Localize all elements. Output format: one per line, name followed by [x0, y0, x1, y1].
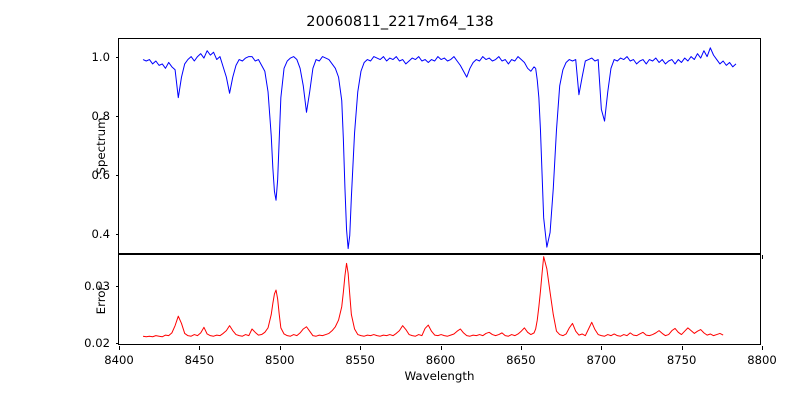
y-tick-mark: [116, 175, 120, 176]
x-tick-mark: [360, 346, 361, 350]
x-tick-mark: [682, 346, 683, 350]
x-tick-label: 8400: [104, 353, 134, 367]
x-tick-mark: [441, 346, 442, 350]
x-tick-mark: [762, 346, 763, 350]
y-tick-mark: [116, 343, 120, 344]
y-tick-mark: [116, 57, 120, 58]
x-tick-label: 8450: [185, 353, 215, 367]
x-tick-label: 8700: [586, 353, 616, 367]
y-tick-label: 1.0: [92, 50, 110, 64]
x-tick-mark: [521, 346, 522, 350]
x-tick-label: 8800: [747, 353, 777, 367]
x-tick-mark: [280, 346, 281, 350]
y-tick-mark: [116, 116, 120, 117]
figure-canvas: 20060811_2217m64_138 0.40.60.81.0 Spectr…: [0, 0, 800, 400]
spectrum-axis-label: Spectrum: [94, 117, 108, 174]
x-tick-mark: [762, 255, 763, 259]
x-tick-label: 8550: [345, 353, 375, 367]
y-tick-mark: [116, 234, 120, 235]
error-axis-label: Error: [94, 285, 108, 314]
error-line-series: [119, 255, 760, 344]
x-tick-label: 8500: [265, 353, 295, 367]
x-tick-label: 8650: [506, 353, 536, 367]
x-tick-mark: [119, 346, 120, 350]
error-panel: 0.020.03 8400845085008550860086508700875…: [118, 254, 761, 345]
y-tick-label: 0.4: [92, 227, 110, 241]
x-axis-label: Wavelength: [118, 369, 761, 383]
x-tick-label: 8750: [667, 353, 697, 367]
spectrum-panel: 0.40.60.81.0 Spectrum: [118, 38, 761, 254]
figure-title: 20060811_2217m64_138: [0, 14, 800, 30]
x-tick-mark: [601, 346, 602, 350]
x-tick-label: 8600: [426, 353, 456, 367]
spectrum-line-series: [119, 39, 760, 253]
y-tick-label: 0.02: [84, 336, 110, 350]
x-tick-mark: [199, 346, 200, 350]
y-tick-mark: [116, 286, 120, 287]
